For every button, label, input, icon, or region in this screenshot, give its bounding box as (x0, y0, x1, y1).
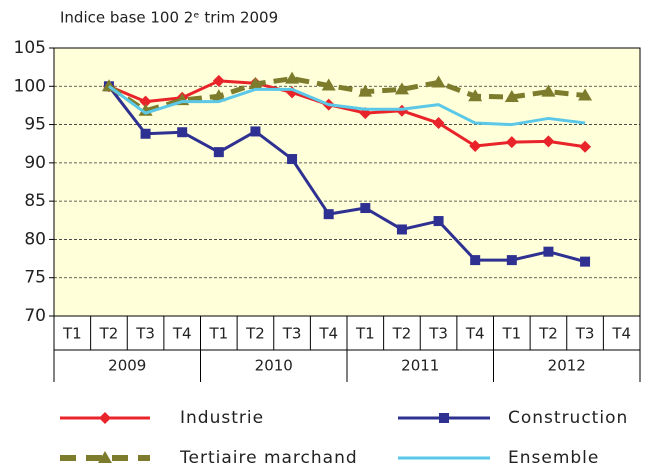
marker (543, 246, 554, 257)
legend-marker (99, 412, 111, 424)
x-tick-label: T3 (575, 325, 595, 343)
year-label: 2012 (548, 357, 586, 375)
marker (505, 136, 518, 149)
y-tick-label: 100 (14, 76, 46, 96)
x-tick-label: T4 (465, 325, 485, 343)
x-tick-label: T1 (501, 325, 521, 343)
marker (506, 255, 517, 266)
x-tick-label: T3 (428, 325, 448, 343)
legend-marker (98, 451, 112, 463)
marker (432, 117, 445, 130)
legend-label: Construction (508, 408, 628, 428)
x-tick-label: T2 (538, 325, 558, 343)
x-tick-label: T2 (99, 325, 119, 343)
year-label: 2009 (108, 357, 146, 375)
legend-label: Tertiaire marchand (179, 448, 358, 467)
year-label: 2011 (401, 357, 439, 375)
marker (470, 255, 481, 266)
series-line (107, 85, 586, 264)
legend-label: Ensemble (508, 448, 599, 467)
marker (323, 209, 334, 220)
marker (140, 128, 151, 139)
y-axis-title: Indice base 100 2ᵉ trim 2009 (60, 9, 278, 27)
marker (248, 76, 263, 89)
y-tick-label: 80 (24, 229, 46, 249)
year-label: 2010 (255, 357, 293, 375)
y-tick-label: 75 (24, 268, 46, 288)
marker (321, 78, 336, 91)
x-tick-label: T3 (282, 325, 302, 343)
x-tick-label: T4 (611, 325, 631, 343)
marker (469, 140, 482, 153)
marker (396, 224, 407, 235)
marker (139, 95, 152, 108)
series-line (108, 85, 586, 127)
x-tick-label: T1 (355, 325, 375, 343)
marker (250, 126, 261, 137)
legend-label: Industrie (180, 408, 264, 428)
marker (542, 135, 555, 148)
series-line (107, 76, 586, 114)
marker (578, 88, 593, 101)
marker (433, 216, 444, 227)
marker (579, 140, 592, 153)
series-line (108, 79, 586, 149)
x-tick-label: T1 (208, 325, 228, 343)
y-tick-label: 95 (24, 115, 46, 135)
marker (360, 203, 371, 214)
marker (213, 147, 224, 158)
marker (285, 71, 300, 84)
marker (504, 90, 519, 103)
y-tick-label: 70 (24, 306, 46, 326)
marker (211, 89, 226, 102)
y-tick-label: 105 (14, 38, 46, 58)
legend-marker (439, 413, 449, 423)
marker (212, 74, 225, 87)
x-tick-label: T2 (392, 325, 412, 343)
y-tick-label: 90 (24, 153, 46, 173)
x-tick-label: T1 (62, 325, 82, 343)
marker (394, 82, 409, 95)
x-tick-label: T4 (318, 325, 338, 343)
x-tick-label: T3 (135, 325, 155, 343)
marker (468, 89, 483, 102)
marker (580, 256, 591, 267)
marker (177, 127, 188, 138)
y-tick-label: 85 (24, 191, 46, 211)
marker (358, 84, 373, 97)
marker (431, 75, 446, 88)
marker (541, 84, 556, 97)
marker (287, 154, 298, 165)
x-tick-label: T4 (172, 325, 192, 343)
x-tick-label: T2 (245, 325, 265, 343)
